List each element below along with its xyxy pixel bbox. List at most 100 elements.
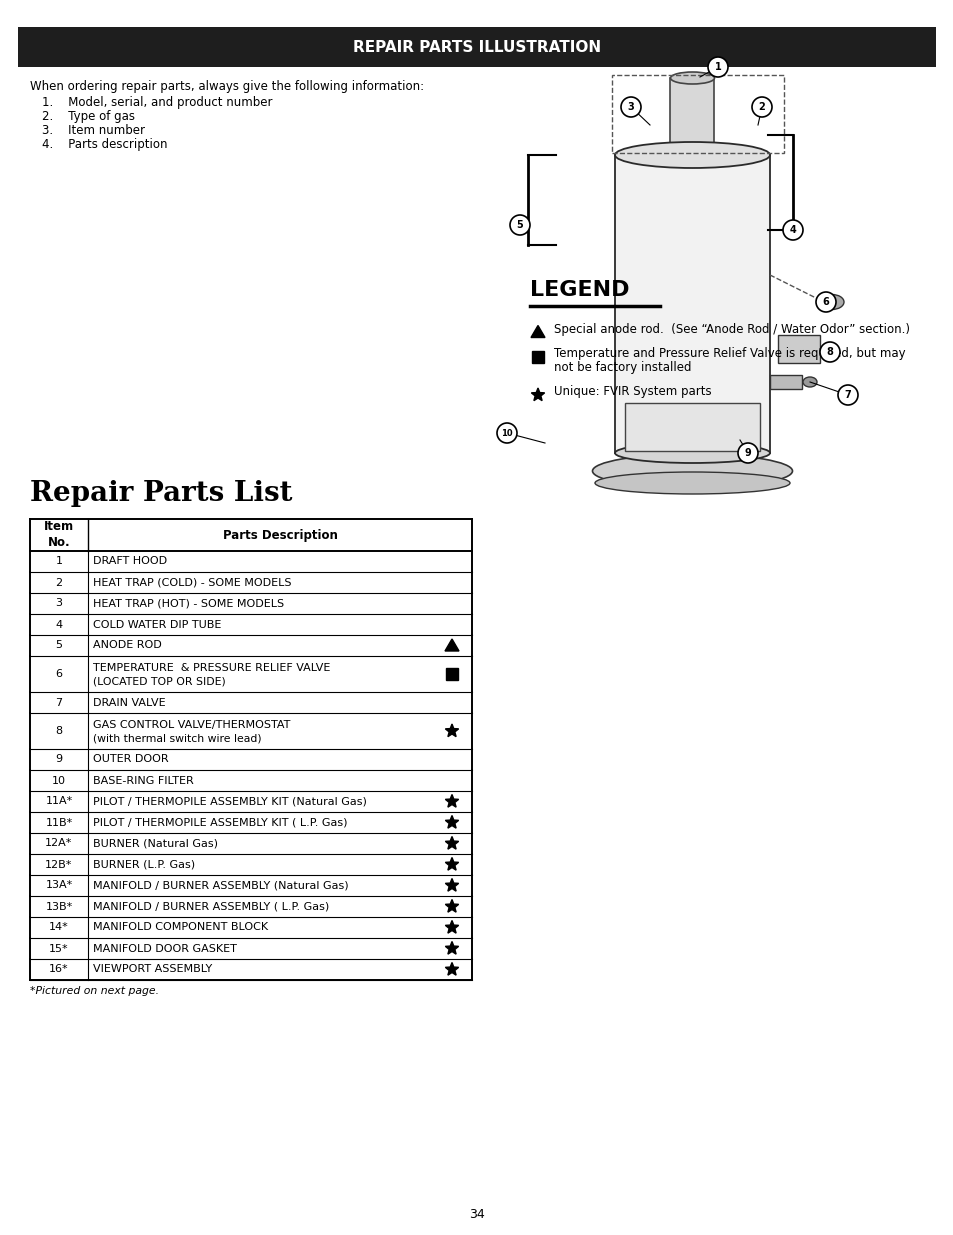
Polygon shape	[445, 857, 458, 871]
Text: not be factory installed: not be factory installed	[554, 362, 691, 374]
Circle shape	[738, 443, 758, 463]
Text: Repair Parts List: Repair Parts List	[30, 480, 293, 508]
Text: MANIFOLD / BURNER ASSEMBLY ( L.P. Gas): MANIFOLD / BURNER ASSEMBLY ( L.P. Gas)	[92, 902, 329, 911]
Text: 12A*: 12A*	[45, 839, 72, 848]
Ellipse shape	[820, 294, 843, 310]
Text: 10: 10	[500, 429, 513, 437]
Text: 12B*: 12B*	[45, 860, 72, 869]
Bar	[446, 668, 457, 680]
Text: 4.    Parts description: 4. Parts description	[42, 138, 168, 151]
Text: 34: 34	[469, 1209, 484, 1221]
Text: 2.    Type of gas: 2. Type of gas	[42, 110, 135, 124]
Text: 3: 3	[627, 103, 634, 112]
Ellipse shape	[802, 377, 816, 387]
Bar	[532, 351, 543, 363]
Text: OUTER DOOR: OUTER DOOR	[92, 755, 169, 764]
Bar	[612, 75, 783, 153]
Text: 1: 1	[55, 557, 63, 567]
Text: 6: 6	[55, 669, 63, 679]
Text: MANIFOLD / BURNER ASSEMBLY (Natural Gas): MANIFOLD / BURNER ASSEMBLY (Natural Gas)	[92, 881, 348, 890]
Polygon shape	[531, 388, 544, 400]
Text: 7: 7	[843, 390, 850, 400]
Bar	[769, 375, 801, 389]
Polygon shape	[445, 941, 458, 955]
Circle shape	[782, 220, 802, 240]
Text: BURNER (L.P. Gas): BURNER (L.P. Gas)	[92, 860, 195, 869]
Polygon shape	[445, 794, 458, 808]
Text: Parts Description: Parts Description	[222, 529, 337, 541]
Text: GAS CONTROL VALVE/THERMOSTAT: GAS CONTROL VALVE/THERMOSTAT	[92, 720, 290, 730]
Text: 11A*: 11A*	[46, 797, 72, 806]
Text: 10: 10	[52, 776, 66, 785]
Ellipse shape	[595, 472, 789, 494]
Text: 3.    Item number: 3. Item number	[42, 124, 145, 137]
Text: 2: 2	[55, 578, 63, 588]
Polygon shape	[445, 878, 458, 892]
Text: When ordering repair parts, always give the following information:: When ordering repair parts, always give …	[30, 80, 424, 93]
Polygon shape	[531, 326, 544, 337]
Text: 13B*: 13B*	[46, 902, 72, 911]
Ellipse shape	[615, 142, 769, 168]
Text: VIEWPORT ASSEMBLY: VIEWPORT ASSEMBLY	[92, 965, 212, 974]
Text: (with thermal switch wire lead): (with thermal switch wire lead)	[92, 734, 261, 743]
Text: Item
No.: Item No.	[44, 520, 74, 550]
Text: 5: 5	[55, 641, 63, 651]
Text: PILOT / THERMOPILE ASSEMBLY KIT (Natural Gas): PILOT / THERMOPILE ASSEMBLY KIT (Natural…	[92, 797, 367, 806]
Text: 4: 4	[55, 620, 63, 630]
Polygon shape	[445, 920, 458, 934]
Text: 8: 8	[825, 347, 833, 357]
Text: 13A*: 13A*	[46, 881, 72, 890]
Text: *Pictured on next page.: *Pictured on next page.	[30, 986, 159, 995]
Polygon shape	[445, 899, 458, 913]
Text: 2: 2	[758, 103, 764, 112]
Text: 8: 8	[55, 726, 63, 736]
Ellipse shape	[592, 454, 792, 488]
Bar	[615, 156, 769, 453]
Circle shape	[837, 385, 857, 405]
Text: 15*: 15*	[50, 944, 69, 953]
Text: REPAIR PARTS ILLUSTRATION: REPAIR PARTS ILLUSTRATION	[353, 40, 600, 54]
Text: MANIFOLD DOOR GASKET: MANIFOLD DOOR GASKET	[92, 944, 236, 953]
Text: 9: 9	[744, 448, 751, 458]
Polygon shape	[445, 724, 458, 736]
Text: 1.    Model, serial, and product number: 1. Model, serial, and product number	[42, 96, 273, 109]
Text: ANODE ROD: ANODE ROD	[92, 641, 162, 651]
Circle shape	[707, 57, 727, 77]
Circle shape	[820, 342, 840, 362]
Text: DRAIN VALVE: DRAIN VALVE	[92, 698, 166, 708]
Text: 16*: 16*	[50, 965, 69, 974]
Text: 9: 9	[55, 755, 63, 764]
Text: 3: 3	[55, 599, 63, 609]
Circle shape	[815, 291, 835, 312]
Text: HEAT TRAP (HOT) - SOME MODELS: HEAT TRAP (HOT) - SOME MODELS	[92, 599, 284, 609]
Text: Unique: FVIR System parts: Unique: FVIR System parts	[554, 385, 711, 399]
Text: Special anode rod.  (See “Anode Rod / Water Odor” section.): Special anode rod. (See “Anode Rod / Wat…	[554, 322, 909, 336]
Polygon shape	[445, 962, 458, 976]
Text: BURNER (Natural Gas): BURNER (Natural Gas)	[92, 839, 218, 848]
Polygon shape	[445, 815, 458, 829]
Circle shape	[751, 98, 771, 117]
Text: DRAFT HOOD: DRAFT HOOD	[92, 557, 167, 567]
Bar	[670, 78, 714, 161]
Text: LEGEND: LEGEND	[530, 280, 629, 300]
Circle shape	[620, 98, 640, 117]
Bar	[18, 27, 935, 67]
Ellipse shape	[670, 72, 714, 84]
Text: BASE-RING FILTER: BASE-RING FILTER	[92, 776, 193, 785]
Bar	[624, 403, 760, 451]
Ellipse shape	[615, 443, 769, 463]
Text: Temperature and Pressure Relief Valve is required, but may: Temperature and Pressure Relief Valve is…	[554, 347, 904, 361]
Polygon shape	[445, 836, 458, 850]
Text: TEMPERATURE  & PRESSURE RELIEF VALVE: TEMPERATURE & PRESSURE RELIEF VALVE	[92, 662, 330, 673]
Text: MANIFOLD COMPONENT BLOCK: MANIFOLD COMPONENT BLOCK	[92, 923, 268, 932]
Text: 4: 4	[789, 225, 796, 235]
Text: 11B*: 11B*	[46, 818, 72, 827]
Text: 1: 1	[714, 62, 720, 72]
Text: 5: 5	[517, 220, 523, 230]
Text: (LOCATED TOP OR SIDE): (LOCATED TOP OR SIDE)	[92, 677, 226, 687]
Text: 7: 7	[55, 698, 63, 708]
Polygon shape	[444, 638, 458, 651]
Text: 14*: 14*	[49, 923, 69, 932]
Text: HEAT TRAP (COLD) - SOME MODELS: HEAT TRAP (COLD) - SOME MODELS	[92, 578, 292, 588]
Circle shape	[497, 424, 517, 443]
